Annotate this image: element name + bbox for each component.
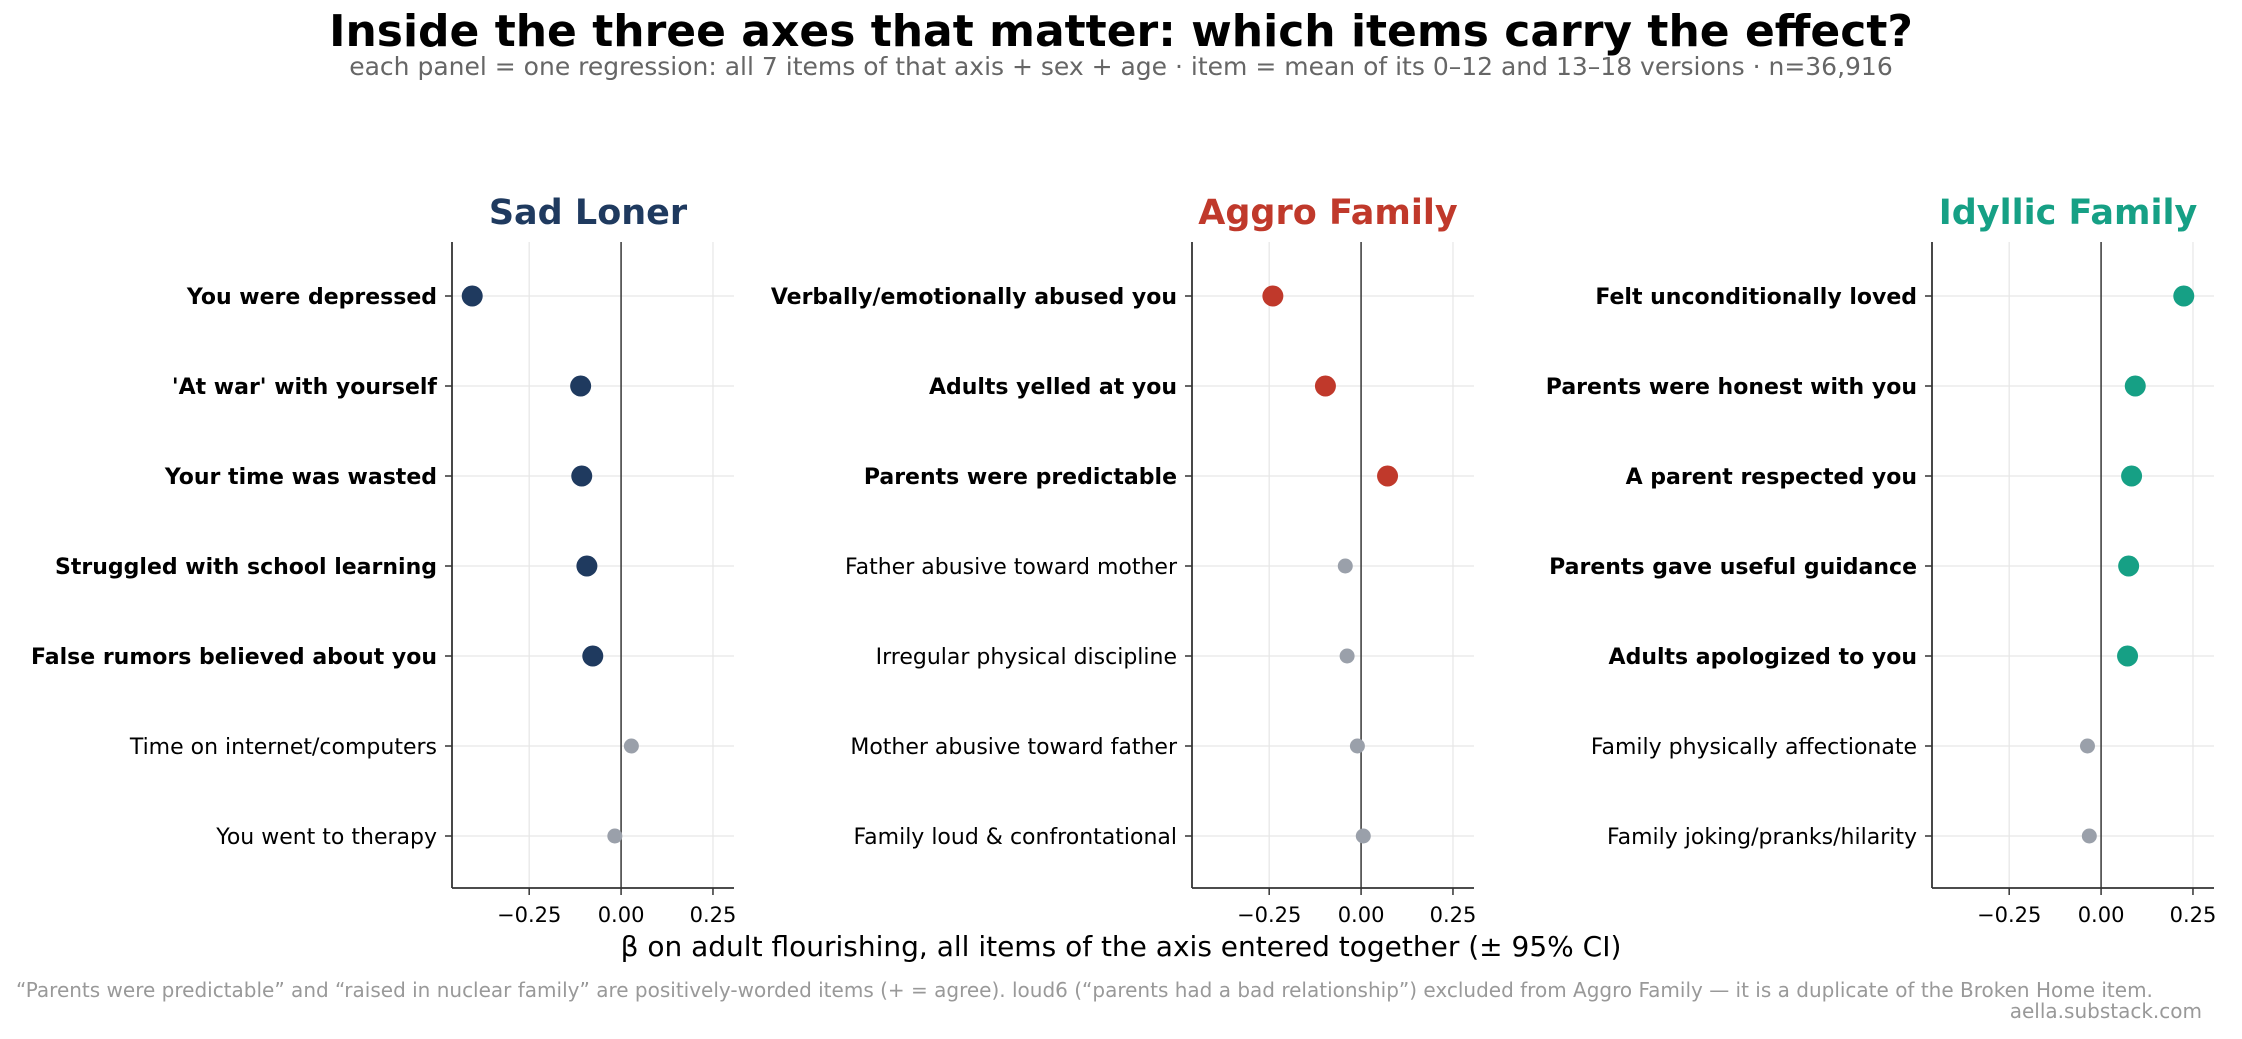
data-point bbox=[2173, 285, 2195, 307]
x-tick-label: −0.25 bbox=[1237, 903, 1301, 927]
x-tick-label: 0.00 bbox=[1338, 903, 1385, 927]
item-label: Parents were predictable bbox=[864, 465, 1177, 490]
panel-sad-loner: −0.25 0.00 0.25 Sad Loner You were depressed… bbox=[31, 193, 736, 927]
item-label: Irregular physical discipline bbox=[876, 645, 1177, 670]
item-label: You went to therapy bbox=[215, 825, 437, 850]
data-point bbox=[2121, 465, 2143, 487]
data-point bbox=[607, 828, 623, 844]
x-tick-label: −0.25 bbox=[497, 903, 561, 927]
item-label: Mother abusive toward father bbox=[850, 735, 1178, 760]
data-point bbox=[1377, 465, 1399, 487]
data-point bbox=[1355, 828, 1371, 844]
item-label: 'At war' with yourself bbox=[172, 375, 438, 400]
data-point bbox=[623, 738, 639, 754]
item-label: Felt unconditionally loved bbox=[1595, 285, 1917, 310]
item-label: Time on internet/computers bbox=[129, 735, 437, 760]
data-point bbox=[582, 645, 604, 667]
item-label: Family joking/pranks/hilarity bbox=[1607, 825, 1917, 850]
credit: aella.substack.com bbox=[2009, 999, 2202, 1023]
data-point bbox=[2079, 738, 2095, 754]
chart-title: Inside the three axes that matter: which… bbox=[329, 6, 1913, 57]
data-point bbox=[576, 555, 598, 577]
panel-title: Sad Loner bbox=[489, 193, 688, 233]
data-point bbox=[2124, 375, 2146, 397]
data-point bbox=[1349, 738, 1365, 754]
x-tick-label: 0.25 bbox=[1430, 903, 1477, 927]
x-tick-label: −0.25 bbox=[1977, 903, 2041, 927]
chart-subtitle: each panel = one regression: all 7 items… bbox=[349, 52, 1893, 81]
data-point bbox=[2081, 828, 2097, 844]
panel-aggro-family: −0.25 0.00 0.25 Aggro Family Verbally/emotio… bbox=[771, 193, 1477, 927]
panel-idyllic-family: −0.25 0.00 0.25 Idyllic Family Felt uncondit… bbox=[1546, 193, 2217, 927]
panel-title: Idyllic Family bbox=[1939, 193, 2198, 233]
data-point bbox=[1337, 558, 1353, 574]
item-label: A parent respected you bbox=[1626, 465, 1917, 490]
data-point bbox=[1314, 375, 1336, 397]
item-label: Struggled with school learning bbox=[55, 555, 437, 580]
data-point bbox=[1262, 285, 1284, 307]
data-point bbox=[2117, 645, 2139, 667]
x-tick-label: 0.00 bbox=[598, 903, 645, 927]
panel-title: Aggro Family bbox=[1198, 193, 1458, 233]
item-label: False rumors believed about you bbox=[31, 645, 437, 670]
footnote: “Parents were predictable” and “raised i… bbox=[16, 978, 2153, 1002]
data-point bbox=[2118, 555, 2140, 577]
item-label: Family loud & confrontational bbox=[854, 825, 1177, 850]
item-label: Parents were honest with you bbox=[1546, 375, 1917, 400]
shared-x-axis-label: β on adult flourishing, all items of the… bbox=[620, 930, 1622, 963]
item-label: Adults yelled at you bbox=[929, 375, 1177, 400]
item-label: Family physically affectionate bbox=[1591, 735, 1917, 760]
data-point bbox=[1339, 648, 1355, 664]
x-tick-label: 0.00 bbox=[2078, 903, 2125, 927]
x-tick-label: 0.25 bbox=[2170, 903, 2217, 927]
item-label: Adults apologized to you bbox=[1609, 645, 1917, 670]
item-label: Parents gave useful guidance bbox=[1549, 555, 1917, 580]
item-label: Your time was wasted bbox=[164, 465, 437, 490]
item-label: Father abusive toward mother bbox=[845, 555, 1178, 580]
data-point bbox=[571, 465, 593, 487]
data-point bbox=[570, 375, 592, 397]
item-label: Verbally/emotionally abused you bbox=[771, 285, 1177, 310]
x-tick-label: 0.25 bbox=[690, 903, 737, 927]
data-point bbox=[461, 285, 483, 307]
item-label: You were depressed bbox=[186, 285, 437, 310]
